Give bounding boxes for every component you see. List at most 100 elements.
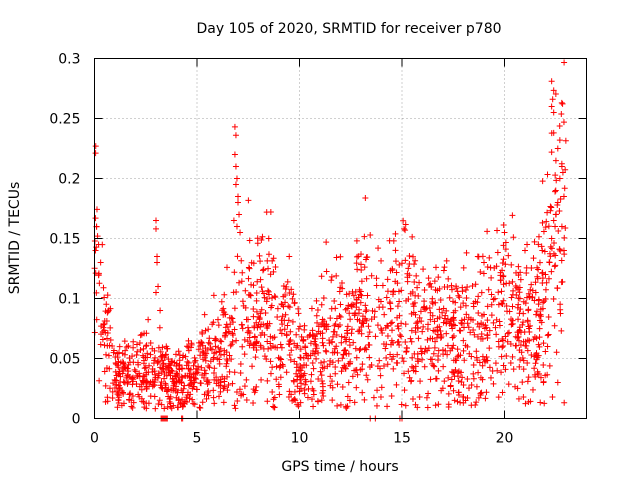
data-point <box>207 345 214 352</box>
data-point <box>92 270 99 277</box>
data-point <box>202 370 209 377</box>
data-point <box>136 370 143 377</box>
data-point <box>462 397 469 404</box>
data-point <box>417 345 424 352</box>
data-point <box>490 296 497 303</box>
data-point <box>231 151 238 158</box>
data-point <box>319 378 326 385</box>
data-point <box>137 332 144 339</box>
data-point <box>220 305 227 312</box>
data-point <box>551 322 558 329</box>
data-point <box>396 298 403 305</box>
data-point <box>507 359 514 366</box>
data-point <box>558 327 565 334</box>
data-point <box>311 338 318 345</box>
data-point <box>549 96 556 103</box>
data-point <box>479 362 486 369</box>
data-point <box>460 347 467 354</box>
data-point <box>493 331 500 338</box>
data-point <box>289 318 296 325</box>
data-point <box>196 404 203 411</box>
data-point <box>390 237 397 244</box>
data-point <box>390 365 397 372</box>
data-point <box>504 338 511 345</box>
data-point <box>174 404 181 411</box>
data-point <box>382 345 389 352</box>
data-point <box>531 353 538 360</box>
data-point <box>260 266 267 273</box>
data-point <box>364 292 371 299</box>
data-point <box>309 385 316 392</box>
data-point <box>456 294 463 301</box>
data-point <box>334 402 341 409</box>
data-point <box>535 296 542 303</box>
data-point <box>104 335 110 342</box>
data-point <box>539 178 546 185</box>
data-point <box>440 305 447 312</box>
data-point <box>220 399 227 406</box>
data-point <box>291 388 298 395</box>
data-point <box>300 337 307 344</box>
data-point <box>508 261 515 268</box>
data-point <box>562 224 569 231</box>
data-point <box>158 384 165 391</box>
data-point <box>250 400 257 407</box>
data-point <box>450 342 457 349</box>
data-point <box>254 235 261 242</box>
data-point <box>486 364 493 371</box>
data-point <box>524 378 531 385</box>
data-point <box>553 349 560 356</box>
data-point <box>461 316 468 323</box>
data-point <box>434 331 441 338</box>
data-point <box>522 400 529 407</box>
data-point <box>253 297 260 304</box>
data-point <box>302 376 309 383</box>
data-point <box>454 288 461 295</box>
data-point <box>435 352 442 359</box>
data-point <box>531 238 538 245</box>
data-point <box>378 257 385 264</box>
data-point <box>110 347 117 354</box>
data-point <box>379 282 386 289</box>
data-point <box>417 308 424 315</box>
data-point <box>361 316 368 323</box>
data-point <box>413 272 420 279</box>
data-point <box>100 324 107 331</box>
data-point <box>554 145 561 152</box>
data-point <box>334 381 341 388</box>
data-point <box>106 385 113 392</box>
data-point <box>448 376 455 383</box>
data-point <box>121 338 128 345</box>
data-point <box>163 351 170 358</box>
data-point <box>143 369 150 376</box>
data-point <box>183 343 190 350</box>
data-point <box>473 399 480 406</box>
data-point <box>369 307 376 314</box>
data-point <box>548 245 555 252</box>
data-point <box>447 382 454 389</box>
data-point <box>470 362 477 369</box>
data-point <box>420 323 427 330</box>
data-point <box>96 280 103 287</box>
data-point <box>427 280 434 287</box>
data-point <box>221 383 228 390</box>
data-point <box>395 323 402 330</box>
data-point <box>432 299 439 306</box>
data-point <box>336 312 343 319</box>
data-point <box>512 342 519 349</box>
data-point <box>290 378 297 385</box>
data-point <box>154 253 161 260</box>
data-point <box>288 347 295 354</box>
data-point <box>271 293 278 300</box>
data-point <box>267 370 274 377</box>
data-point <box>537 317 544 324</box>
data-point <box>484 357 491 364</box>
data-point <box>484 228 491 235</box>
data-point <box>136 340 143 347</box>
data-point <box>329 397 336 404</box>
data-point <box>239 343 246 350</box>
data-point <box>377 393 384 400</box>
data-point <box>124 379 131 386</box>
data-point <box>344 323 351 330</box>
data-point <box>348 326 355 333</box>
